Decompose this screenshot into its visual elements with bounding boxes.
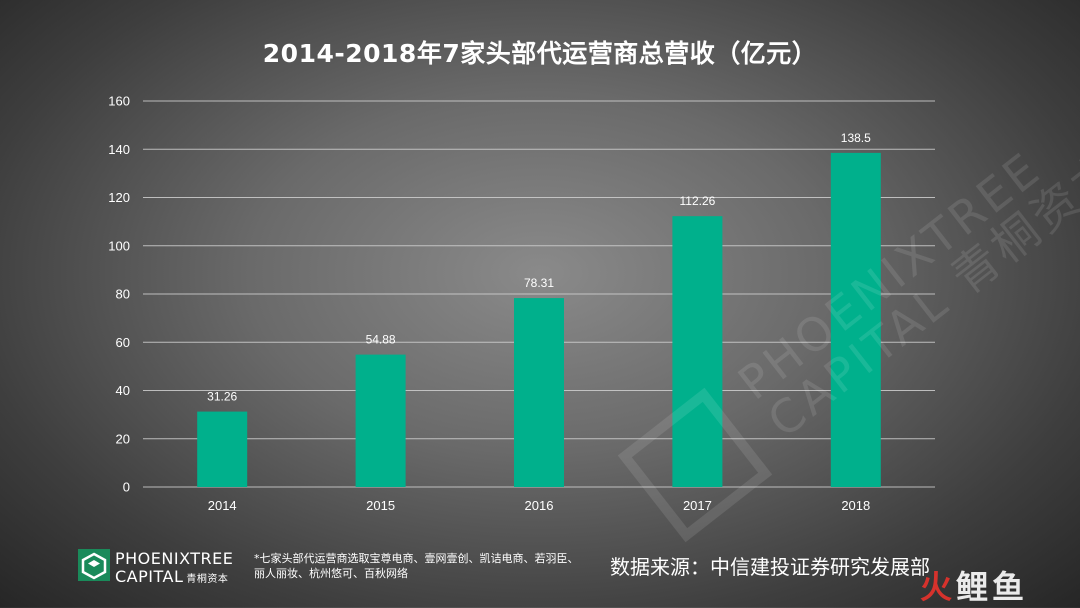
chart-title: 2014-2018年7家头部代运营商总营收（亿元） bbox=[262, 39, 818, 68]
y-tick-label: 60 bbox=[116, 335, 130, 350]
bar bbox=[830, 152, 881, 487]
bars bbox=[197, 152, 881, 488]
y-tick-label: 80 bbox=[116, 287, 130, 302]
y-tick-label: 140 bbox=[108, 142, 130, 157]
brand-part2: 鲤鱼 bbox=[956, 568, 1029, 606]
y-tick-label: 160 bbox=[108, 94, 130, 109]
phoenixtree-logo-icon bbox=[78, 549, 110, 581]
data-label: 54.88 bbox=[366, 333, 396, 347]
x-tick-label: 2018 bbox=[841, 498, 870, 513]
value-labels: 31.26 54.88 78.31 112.26 138.5 bbox=[207, 131, 871, 404]
bar bbox=[355, 354, 406, 487]
x-tick-label: 2017 bbox=[683, 498, 712, 513]
bar bbox=[672, 216, 723, 488]
x-tick-label: 2015 bbox=[366, 498, 395, 513]
data-label: 31.26 bbox=[207, 390, 237, 404]
data-source: 数据来源：中信建投证券研究发展部 bbox=[610, 555, 930, 579]
footnote: *七家头部代运营商选取宝尊电商、壹网壹创、凯诘电商、若羽臣、丽人丽妆、杭州悠可、… bbox=[254, 552, 579, 580]
y-tick-label: 0 bbox=[123, 480, 130, 495]
x-axis-ticks: 2014 2015 2016 2017 2018 bbox=[208, 498, 871, 513]
brand-part1: 火 bbox=[920, 568, 957, 606]
y-tick-label: 20 bbox=[116, 431, 130, 446]
brand-watermark: 火鲤鱼 bbox=[920, 562, 1028, 608]
y-axis-ticks: 0 20 40 60 80 100 120 140 160 bbox=[108, 94, 130, 495]
x-tick-label: 2016 bbox=[525, 498, 554, 513]
y-tick-label: 120 bbox=[108, 190, 130, 205]
logo-text-cn: 青桐资本 bbox=[186, 574, 229, 585]
x-tick-label: 2014 bbox=[208, 498, 237, 513]
logo-text-line1: PHOENIXTREE bbox=[115, 549, 234, 568]
data-label: 138.5 bbox=[841, 131, 871, 145]
bar bbox=[514, 298, 564, 487]
logo-text-capital: CAPITAL bbox=[115, 567, 184, 586]
bar bbox=[197, 411, 248, 487]
logo-text-line2: CAPITAL 青桐资本 bbox=[115, 567, 228, 586]
y-tick-label: 100 bbox=[108, 238, 130, 253]
data-label: 78.31 bbox=[524, 276, 554, 290]
data-label: 112.26 bbox=[679, 194, 715, 208]
phoenixtree-logo: PHOENIXTREE CAPITAL 青桐资本 bbox=[78, 547, 248, 587]
y-tick-label: 40 bbox=[116, 383, 130, 398]
